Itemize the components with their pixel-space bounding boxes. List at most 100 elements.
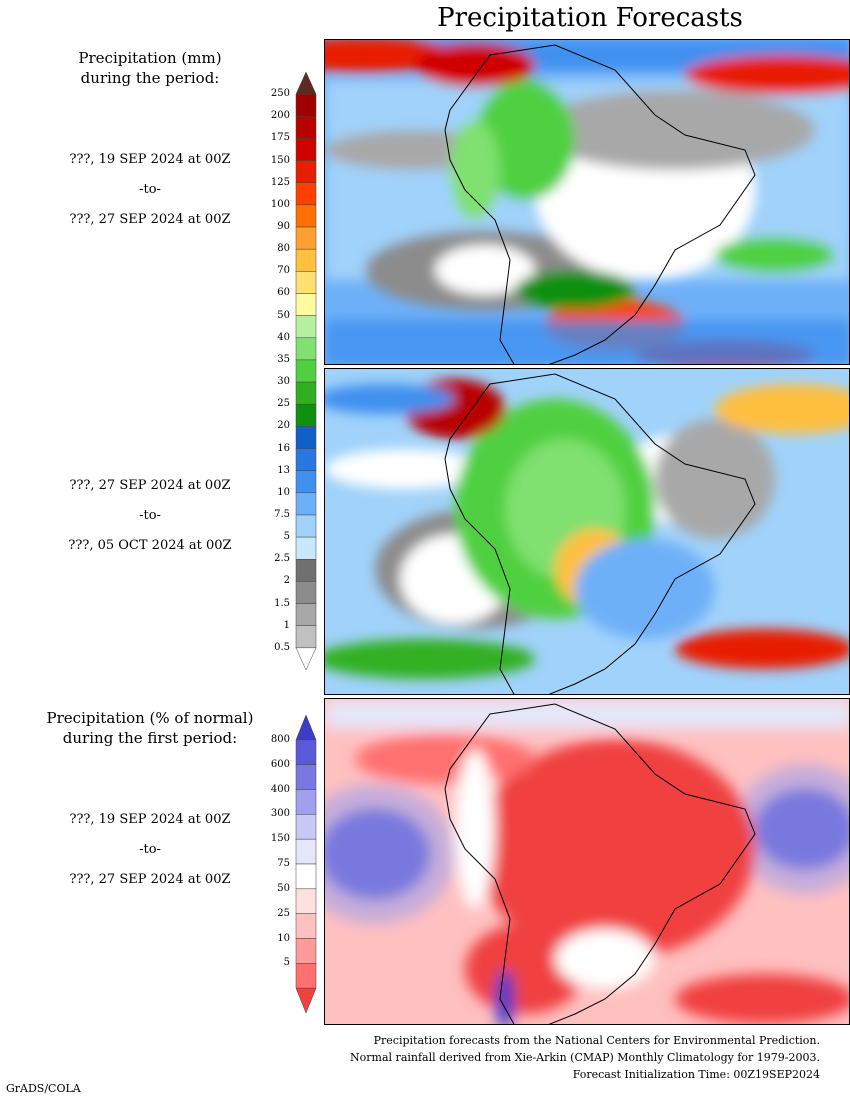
colorbar-tick-label: 5 (283, 531, 290, 543)
colorbar-segment (295, 764, 317, 790)
colorbar-tick-label: 100 (270, 198, 290, 210)
colorbar-tick-label: 20 (277, 420, 290, 432)
colorbar-segment (295, 182, 317, 206)
footer-line1: Precipitation forecasts from the Nationa… (373, 1034, 820, 1047)
colorbar-segment (295, 514, 317, 538)
map-panel-percent-normal (324, 698, 850, 1025)
colorbar-segment (295, 204, 317, 228)
colorbar-tick-label: 13 (277, 464, 290, 476)
footer: Precipitation forecasts from the Nationa… (300, 1032, 820, 1083)
pct-header: Precipitation (% of normal) during the f… (20, 708, 280, 748)
colorbar-tick-label: 25 (277, 907, 290, 919)
period-2-to: ???, 05 OCT 2024 at 00Z (68, 538, 232, 553)
colorbar-tick-label: 0.5 (274, 641, 290, 653)
colorbar-tick-label: 600 (270, 758, 290, 770)
continent-outline (444, 373, 756, 694)
colorbar-bottom-triangle (295, 647, 317, 670)
colorbar-segment (295, 293, 317, 316)
colorbar-tick-label: 200 (270, 110, 290, 122)
colorbar-segment (295, 938, 317, 964)
period-2: ???, 27 SEP 2024 at 00Z -to- ???, 05 OCT… (30, 478, 270, 554)
colorbar-segment (295, 814, 317, 840)
colorbar-segment (295, 863, 317, 890)
colorbar-tick-label: 10 (277, 932, 290, 944)
colorbar-tick-label: 80 (277, 243, 290, 255)
colorbar-tick-label: 1 (283, 619, 290, 631)
footer-line3: Forecast Initialization Time: 00Z19SEP20… (572, 1068, 820, 1081)
mm-header: Precipitation (mm) during the period: (40, 48, 260, 88)
colorbar-mm-labels: 250 200 175 150 125 100 90 80 70 60 50 40 35 30 25 20 16… (250, 72, 292, 670)
credit-label: GrADS/COLA (6, 1082, 81, 1095)
colorbar-tick-label: 2 (283, 575, 290, 587)
colorbar-tick-label: 16 (277, 442, 290, 454)
colorbar-tick-label: 1.5 (274, 597, 290, 609)
colorbar-segment (295, 93, 317, 117)
period-3-sep: -to- (139, 842, 161, 857)
colorbar-segment (295, 426, 317, 449)
period-1-to: ???, 27 SEP 2024 at 00Z (69, 212, 231, 227)
colorbar-segment (295, 559, 317, 582)
continent-outline (444, 44, 756, 364)
colorbar-segment (295, 470, 317, 494)
period-1-sep: -to- (139, 182, 161, 197)
colorbar-segment (295, 963, 317, 989)
pct-header-line1: Precipitation (% of normal) (46, 709, 254, 727)
period-2-from: ???, 27 SEP 2024 at 00Z (69, 478, 231, 493)
colorbar-segment (295, 789, 317, 815)
colorbar-pct-labels: 800 600 400 300 150 75 50 25 10 5 (250, 715, 292, 1013)
colorbar-segment (295, 315, 317, 339)
period-2-sep: -to- (139, 508, 161, 523)
colorbar-segment (295, 359, 317, 383)
colorbar-tick-label: 90 (277, 221, 290, 233)
colorbar-tick-label: 50 (277, 309, 290, 321)
colorbar-tick-label: 2.5 (274, 553, 290, 565)
colorbar-tick-label: 125 (270, 176, 290, 188)
colorbar-tick-label: 175 (270, 132, 290, 144)
colorbar-segment (295, 248, 317, 272)
colorbar-tick-label: 400 (270, 783, 290, 795)
colorbar-top-triangle (295, 72, 317, 95)
colorbar-segment (295, 116, 317, 139)
pct-header-line2: during the first period: (62, 729, 238, 747)
colorbar-tick-label: 75 (277, 858, 290, 869)
period-1-from: ???, 19 SEP 2024 at 00Z (69, 152, 231, 167)
colorbar-segment (295, 160, 317, 183)
footer-line2: Normal rainfall derived from Xie-Arkin (… (350, 1051, 820, 1064)
mm-header-line1: Precipitation (mm) (78, 49, 222, 67)
colorbar-top-triangle (295, 715, 317, 741)
colorbar-tick-label: 40 (277, 331, 290, 343)
colorbar-tick-label: 50 (277, 882, 290, 894)
colorbar-segment (295, 625, 317, 649)
mm-header-line2: during the period: (80, 69, 220, 87)
colorbar-segment (295, 913, 317, 939)
colorbar-segment (295, 138, 317, 161)
colorbar-pct (295, 715, 317, 1013)
period-3-from: ???, 19 SEP 2024 at 00Z (69, 812, 231, 827)
colorbar-tick-label: 150 (270, 833, 290, 845)
colorbar-segment (295, 226, 317, 250)
colorbar-tick-label: 5 (283, 957, 290, 969)
colorbar-segment (295, 448, 317, 471)
colorbar-segment (295, 403, 317, 427)
period-3-to: ???, 27 SEP 2024 at 00Z (69, 872, 231, 887)
colorbar-segment (295, 536, 317, 560)
colorbar-tick-label: 150 (270, 154, 290, 166)
colorbar-tick-label: 70 (277, 265, 290, 277)
colorbar-tick-label: 25 (277, 398, 290, 410)
colorbar-tick-label: 800 (270, 733, 290, 745)
colorbar-segment (295, 888, 317, 914)
colorbar-tick-label: 250 (270, 88, 290, 100)
colorbar-mm (295, 72, 317, 670)
colorbar-segment (295, 271, 317, 294)
colorbar-tick-label: 7.5 (274, 508, 290, 520)
colorbar-segment (295, 381, 317, 405)
period-1: ???, 19 SEP 2024 at 00Z -to- ???, 27 SEP… (30, 152, 270, 228)
map-panel-period-2 (324, 368, 850, 695)
colorbar-tick-label: 35 (277, 353, 290, 365)
colorbar-bottom-triangle (295, 987, 317, 1013)
map-panel-period-1 (324, 39, 850, 365)
colorbar-tick-label: 30 (277, 376, 290, 388)
colorbar-segment (295, 838, 317, 865)
colorbar-tick-label: 300 (270, 808, 290, 820)
colorbar-segment (295, 492, 317, 516)
